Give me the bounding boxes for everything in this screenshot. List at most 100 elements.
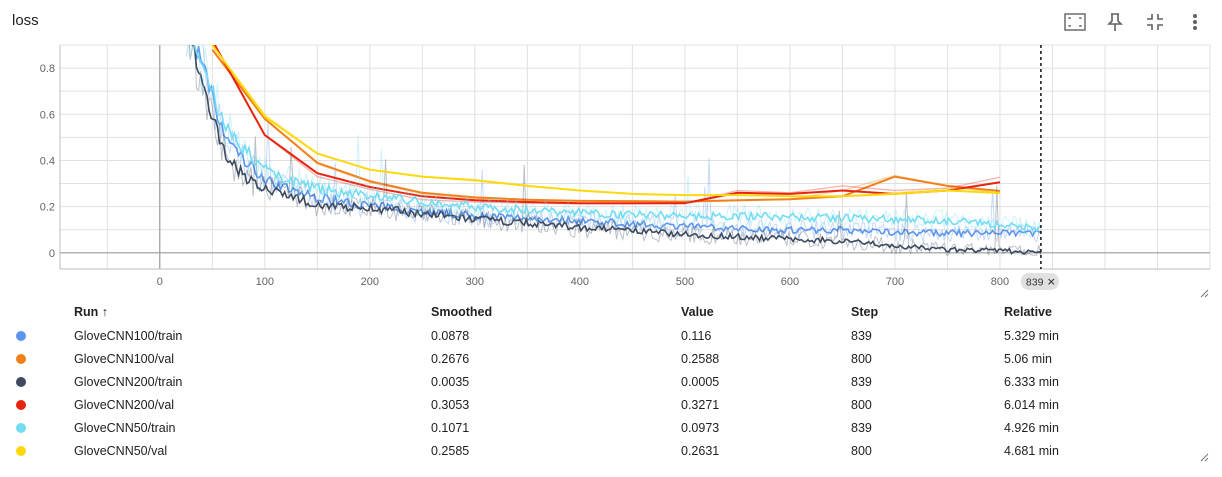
- smoothed-value: 0.2676: [431, 351, 470, 366]
- series-glovecnn50-train: [187, 45, 1042, 238]
- step-marker-label: 839: [1026, 277, 1044, 289]
- run-color-swatch: [16, 331, 26, 342]
- smoothed-line: [193, 45, 1041, 239]
- x-tick-label: 600: [781, 276, 799, 288]
- raw-value: 0.116: [681, 328, 712, 343]
- smoothed-value: 0.1071: [431, 420, 470, 435]
- card-title: loss: [12, 12, 39, 29]
- y-tick-label: 0.2: [40, 202, 55, 214]
- run-name: GloveCNN50/val: [74, 443, 168, 458]
- x-tick-label: 400: [571, 276, 589, 288]
- series-glovecnn50-val: [211, 45, 1001, 198]
- loss-chart[interactable]: 0 100 200 300 400 500 600 700 800 0 0.2 0.4 0.6 0.8 8…: [0, 0, 1222, 300]
- chart-resize-handle-icon[interactable]: [1199, 288, 1209, 298]
- relative-time: 6.333 min: [1004, 374, 1059, 389]
- y-tick-label: 0.4: [40, 155, 55, 167]
- close-icon[interactable]: ✕: [1047, 277, 1056, 289]
- x-tick-label: 200: [361, 276, 379, 288]
- raw-line: [187, 45, 1042, 238]
- series-glovecnn200-train: [188, 45, 1042, 257]
- smoothed-line: [213, 45, 1001, 205]
- x-tick-label: 500: [676, 276, 694, 288]
- series-glovecnn200-val: [213, 45, 1001, 205]
- table-row[interactable]: GloveCNN50/train 0.1071 0.0973 839 4.926 min: [0, 416, 1154, 439]
- run-color-swatch: [16, 423, 26, 434]
- raw-value: 0.0005: [681, 374, 720, 389]
- run-name: GloveCNN100/train: [74, 328, 183, 343]
- x-tick-label: 100: [256, 276, 274, 288]
- relative-time: 4.681 min: [1004, 443, 1059, 458]
- smoothed-value: 0.0035: [431, 374, 470, 389]
- relative-time: 4.926 min: [1004, 420, 1059, 435]
- run-color-swatch: [16, 377, 26, 388]
- smoothed-line: [191, 45, 1042, 256]
- run-color-swatch: [16, 400, 26, 411]
- raw-value: 0.0973: [681, 420, 720, 435]
- run-name: GloveCNN50/train: [74, 420, 176, 435]
- pin-icon: [1107, 13, 1123, 31]
- y-tick-label: 0: [49, 248, 55, 260]
- x-tick-label: 300: [466, 276, 484, 288]
- header-relative[interactable]: Relative: [1004, 305, 1052, 319]
- pin-button[interactable]: [1098, 8, 1132, 36]
- run-color-dot: [0, 393, 74, 416]
- series-glovecnn100-val: [211, 48, 1001, 203]
- smoothed-line: [193, 45, 1042, 233]
- table-row[interactable]: GloveCNN200/val 0.3053 0.3271 800 6.014 min: [0, 393, 1154, 416]
- chart-tick-labels: 0 100 200 300 400 500 600 700 800 0 0.2 0.4 0.6 0.8: [40, 63, 1009, 288]
- run-color-swatch: [16, 354, 26, 365]
- header-color: [0, 300, 74, 324]
- y-tick-label: 0.6: [40, 109, 55, 121]
- smoothed-line: [211, 48, 1001, 203]
- more-menu-button[interactable]: [1178, 8, 1212, 36]
- run-color-dot: [0, 347, 74, 370]
- header-run[interactable]: Run ↑: [74, 305, 109, 319]
- step-marker[interactable]: 839 ✕: [1020, 45, 1059, 290]
- step-value: 800: [851, 443, 872, 458]
- step-value: 839: [851, 420, 872, 435]
- smoothed-line: [211, 45, 1001, 198]
- smoothed-value: 0.2585: [431, 443, 470, 458]
- smoothed-value: 0.0878: [431, 328, 470, 343]
- collapse-button[interactable]: [1138, 8, 1172, 36]
- raw-line: [211, 49, 1001, 203]
- step-marker-chip: [1020, 273, 1059, 290]
- fit-to-data-icon: [1064, 13, 1086, 31]
- step-value: 800: [851, 351, 872, 366]
- run-color-dot: [0, 416, 74, 439]
- table-row[interactable]: GloveCNN50/val 0.2585 0.2631 800 4.681 min: [0, 439, 1154, 462]
- y-tick-label: 0.8: [40, 63, 55, 75]
- run-color-dot: [0, 370, 74, 393]
- raw-value: 0.2588: [681, 351, 720, 366]
- raw-value: 0.2631: [681, 443, 720, 458]
- x-tick-label: 700: [886, 276, 904, 288]
- run-name: GloveCNN200/train: [74, 374, 183, 389]
- more-vert-icon: [1193, 14, 1197, 30]
- table-row[interactable]: GloveCNN100/train 0.0878 0.116 839 5.329 min: [0, 324, 1154, 347]
- table-row[interactable]: GloveCNN100/val 0.2676 0.2588 800 5.06 min: [0, 347, 1154, 370]
- runs-data-table: Run ↑ Smoothed Value Step Relative Glove…: [0, 300, 1154, 462]
- step-value: 839: [851, 328, 872, 343]
- smoothed-value: 0.3053: [431, 397, 470, 412]
- header-step[interactable]: Step: [851, 305, 879, 319]
- x-tick-label: 800: [991, 276, 1009, 288]
- step-value: 800: [851, 397, 872, 412]
- chart-series: [185, 45, 1042, 257]
- x-tick-label: 0: [157, 276, 163, 288]
- relative-time: 5.06 min: [1004, 351, 1052, 366]
- run-name: GloveCNN100/val: [74, 351, 175, 366]
- run-name: GloveCNN200/val: [74, 397, 175, 412]
- raw-value: 0.3271: [681, 397, 720, 412]
- header-value[interactable]: Value: [681, 305, 714, 319]
- header-smoothed[interactable]: Smoothed: [431, 305, 493, 319]
- run-color-swatch: [16, 446, 26, 457]
- card-toolbar: [1058, 8, 1212, 36]
- run-color-dot: [0, 324, 74, 347]
- collapse-icon: [1147, 14, 1163, 30]
- table-resize-handle-icon[interactable]: [1199, 452, 1209, 462]
- relative-time: 5.329 min: [1004, 328, 1059, 343]
- table-header-row: Run ↑ Smoothed Value Step Relative: [0, 300, 1154, 324]
- table-row[interactable]: GloveCNN200/train 0.0035 0.0005 839 6.333 mi…: [0, 370, 1154, 393]
- fit-domain-button[interactable]: [1058, 8, 1092, 36]
- step-value: 839: [851, 374, 872, 389]
